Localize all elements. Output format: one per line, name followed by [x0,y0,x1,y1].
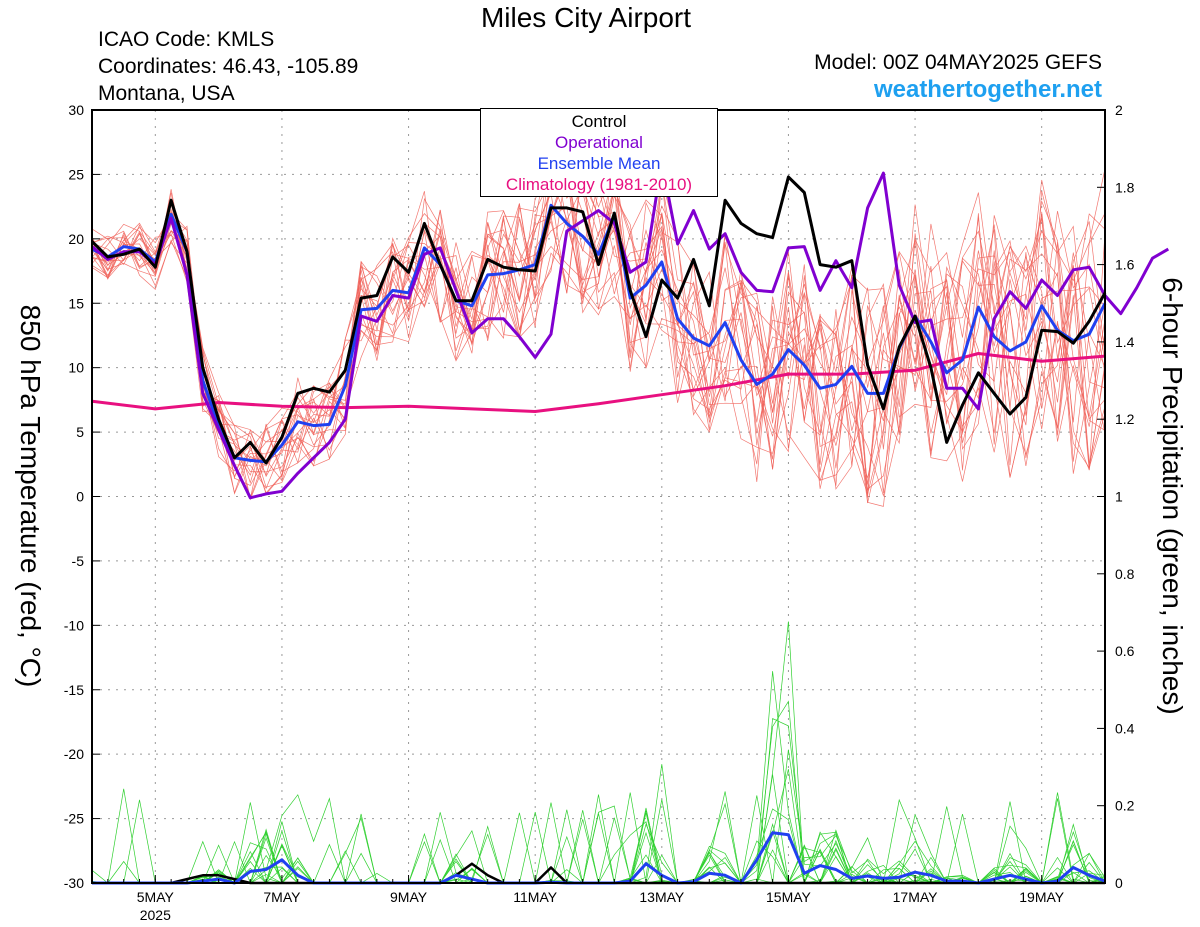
ensemble-member-precip [91,792,1106,884]
ensemble-mean-temp-line [91,203,1107,464]
ensemble-mean-precip-line [92,831,1106,885]
ensemble-member-temp [91,179,1106,501]
legend: Control Operational Ensemble Mean Climat… [480,108,718,197]
ensemble-member-precip [91,764,1106,884]
y-axis-right-label: 6-hour Precipitation (green, inches) [1157,277,1188,715]
coordinates: Coordinates: 46.43, -105.89 [98,55,359,78]
x-tick-label: 11MAY [513,889,557,905]
y-tick-label-right: 0.6 [1115,643,1135,659]
x-tick-label: 15MAY [766,889,812,905]
ensemble-member-precip [92,621,1105,884]
ensemble-member-temp [91,192,1106,500]
y-tick-label-left: 20 [68,231,84,247]
y-tick-label-right: 0 [1115,875,1123,891]
ensemble-member-temp [91,149,1106,490]
ensemble-member-precip [92,801,1105,884]
ensemble-member-precip [92,807,1106,884]
y-tick-label-left: -15 [64,682,84,698]
control-temp-line [90,175,1107,465]
ensemble-member-precip [92,821,1106,884]
x-tick-sublabel: 2025 [140,907,171,923]
legend-ensemble-mean: Ensemble Mean [537,154,661,173]
x-tick-label: 19MAY [1019,889,1065,905]
y-tick-label-right: 2 [1115,102,1123,118]
ensemble-member-precip [92,671,1106,885]
y-tick-label-right: 0.8 [1115,566,1135,582]
y-tick-label-left: -30 [64,875,84,891]
y-tick-label-right: 1.6 [1115,257,1135,273]
y-tick-label-left: 15 [68,295,84,311]
operational-temp-line [91,160,1170,500]
region: Montana, USA [98,82,235,105]
ensemble-member-temp [91,145,1106,486]
y-tick-label-right: 0.2 [1115,798,1135,814]
legend-climatology: Climatology (1981-2010) [505,175,693,194]
ensemble-member-temp [91,168,1106,486]
site-link[interactable]: weathertogether.net [873,76,1102,103]
icao-code: ICAO Code: KMLS [98,28,275,51]
x-tick-label: 5MAY [137,889,175,905]
plot-frame [91,109,1106,884]
y-tick-label-right: 1.2 [1115,411,1135,427]
legend-operational: Operational [555,133,643,152]
y-tick-label-left: 30 [68,102,84,118]
ensemble-member-precip [92,749,1106,884]
y-tick-label-left: 0 [76,489,84,505]
ensemble-member-precip [92,810,1106,884]
chart-title: Miles City Airport [480,2,692,33]
y-tick-label-left: 25 [68,166,84,182]
ensemble-member-temp [91,162,1106,499]
y-tick-label-right: 1 [1115,489,1123,505]
y-tick-label-right: 1.8 [1115,179,1135,195]
x-tick-label: 9MAY [390,889,428,905]
legend-control: Control [571,112,627,131]
ensemble-member-temp [91,174,1106,485]
ensemble-member-precip [92,792,1106,884]
y-tick-label-left: 10 [68,360,84,376]
y-tick-label-right: 0.4 [1115,720,1135,736]
y-tick-label-left: 5 [76,424,84,440]
y-tick-label-right: 1.4 [1115,334,1135,350]
x-tick-label: 17MAY [893,889,939,905]
y-axis-left-label: 850 hPa Temperature (red, °C) [15,304,46,688]
y-tick-label-left: -5 [72,553,85,569]
y-tick-label-left: -25 [64,811,84,827]
y-tick-label-left: -10 [64,617,84,633]
x-tick-label: 13MAY [639,889,685,905]
model-run: Model: 00Z 04MAY2025 GEFS [814,51,1102,74]
ensemble-member-temp [91,178,1106,484]
y-tick-label-left: -20 [64,746,84,762]
x-tick-label: 7MAY [263,889,301,905]
ensemble-member-temp [91,220,1106,473]
climatology-line [91,352,1106,413]
